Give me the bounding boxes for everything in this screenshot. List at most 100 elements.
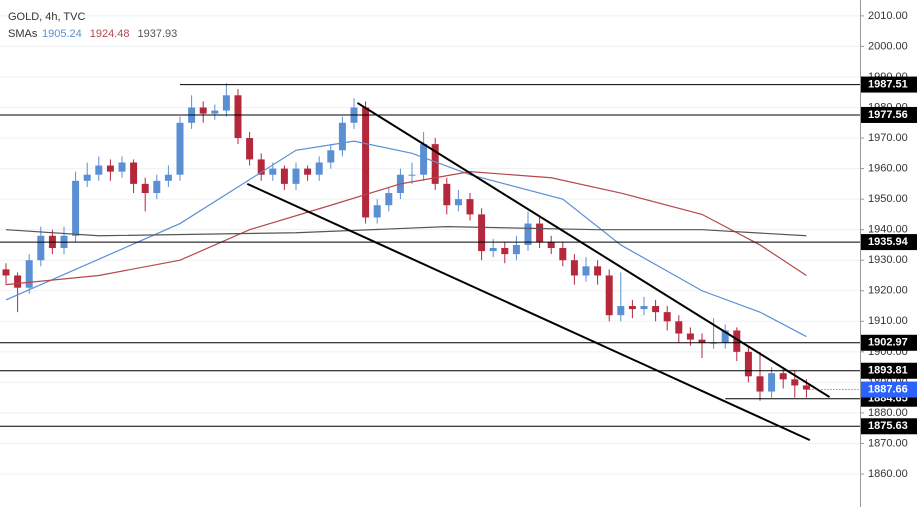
candle-body [547, 241, 555, 249]
candle-body [164, 174, 172, 181]
candle-body [454, 199, 462, 206]
sma-label: SMAs [8, 28, 38, 40]
sma-value: 1924.48 [90, 28, 130, 40]
candle-body [304, 168, 312, 175]
sma-value: 1905.24 [42, 28, 82, 40]
level-label: 1935.94 [868, 236, 909, 248]
candle-body [768, 373, 776, 392]
candle-body [594, 266, 602, 276]
level-label: 1987.51 [868, 78, 908, 90]
candle-body [2, 269, 10, 276]
sma-line [5, 140, 807, 338]
level-label-box [861, 106, 917, 123]
last-price-box [861, 381, 917, 398]
candle-body [478, 214, 486, 252]
candle-body [327, 150, 335, 163]
candle-body [686, 333, 694, 340]
candle-body [559, 248, 567, 261]
candle-body [791, 379, 799, 386]
y-tick-label: 1870.00 [868, 437, 908, 449]
candle-body [37, 235, 45, 261]
level-label: 1977.56 [868, 109, 908, 121]
y-tick-label: 2000.00 [868, 40, 908, 52]
candle-body [605, 275, 613, 316]
candle-body [802, 385, 810, 390]
y-tick-label: 1910.00 [868, 315, 908, 327]
candle-body [756, 376, 764, 392]
y-tick-label: 1960.00 [868, 162, 908, 174]
candle-body [443, 183, 451, 206]
candle-body [652, 306, 660, 313]
level-label-box [861, 234, 917, 251]
candle-body [582, 266, 590, 276]
trend-line [356, 102, 831, 398]
candle-body [106, 165, 114, 172]
candle-body [338, 122, 346, 151]
candle-body [72, 180, 80, 236]
y-tick-label: 1970.00 [868, 132, 908, 144]
candle-body [211, 110, 219, 114]
candle-body [640, 306, 648, 310]
trend-line [246, 182, 811, 442]
candle-body [292, 168, 300, 184]
y-tick-label: 1940.00 [868, 224, 908, 236]
candle-body [280, 168, 288, 184]
sma-value: 1937.93 [138, 28, 178, 40]
candle-body [408, 174, 416, 176]
candle-body [466, 199, 474, 215]
chart-title: GOLD, 4h, TVC [8, 11, 85, 23]
candle-body [95, 165, 103, 175]
candle-body [721, 330, 729, 343]
candle-body [246, 138, 254, 160]
level-label-box [861, 334, 917, 351]
candle-body [420, 144, 428, 175]
candle-body [25, 260, 33, 288]
sma-line [5, 171, 807, 286]
candle-body [733, 330, 741, 352]
level-label-box [861, 362, 917, 379]
candle-body [130, 162, 138, 184]
plot [0, 15, 860, 475]
level-label-box [861, 76, 917, 93]
candle-body [744, 351, 752, 377]
candle-body [628, 306, 636, 310]
candle-body [489, 248, 497, 252]
level-label-box [861, 418, 917, 435]
y-tick-label: 1860.00 [868, 468, 908, 480]
candle-body [431, 144, 439, 184]
candle-body [315, 162, 323, 175]
sma-line [5, 226, 807, 237]
candle-body [512, 244, 520, 255]
candle-body [234, 95, 242, 139]
candle-body [176, 122, 184, 175]
candle-body [501, 248, 509, 255]
y-tick-label: 2010.00 [868, 10, 908, 22]
candle-body [698, 339, 706, 343]
candle-body [269, 168, 277, 175]
candle-body [153, 180, 161, 194]
candle-body [570, 260, 578, 276]
level-label: 1875.63 [868, 420, 908, 432]
candle-body [617, 306, 625, 316]
candle-body [14, 275, 22, 288]
level-label: 1893.81 [868, 365, 908, 377]
candle-body [675, 321, 683, 334]
y-tick-label: 1920.00 [868, 285, 908, 297]
candle-body [385, 193, 393, 206]
candle-body [779, 373, 787, 380]
candle-body [83, 174, 91, 181]
level-label: 1902.97 [868, 337, 908, 349]
candle-body [257, 159, 265, 175]
y-tick-label: 1930.00 [868, 254, 908, 266]
candle-body [141, 183, 149, 194]
y-tick-label: 1950.00 [868, 193, 908, 205]
candle-body [663, 312, 671, 322]
last-price-label: 1887.66 [868, 383, 908, 395]
candle-body [222, 95, 230, 111]
y-tick-label: 1880.00 [868, 407, 908, 419]
candle-body [199, 107, 207, 114]
candle-body [524, 223, 532, 245]
candle-body [536, 223, 544, 242]
